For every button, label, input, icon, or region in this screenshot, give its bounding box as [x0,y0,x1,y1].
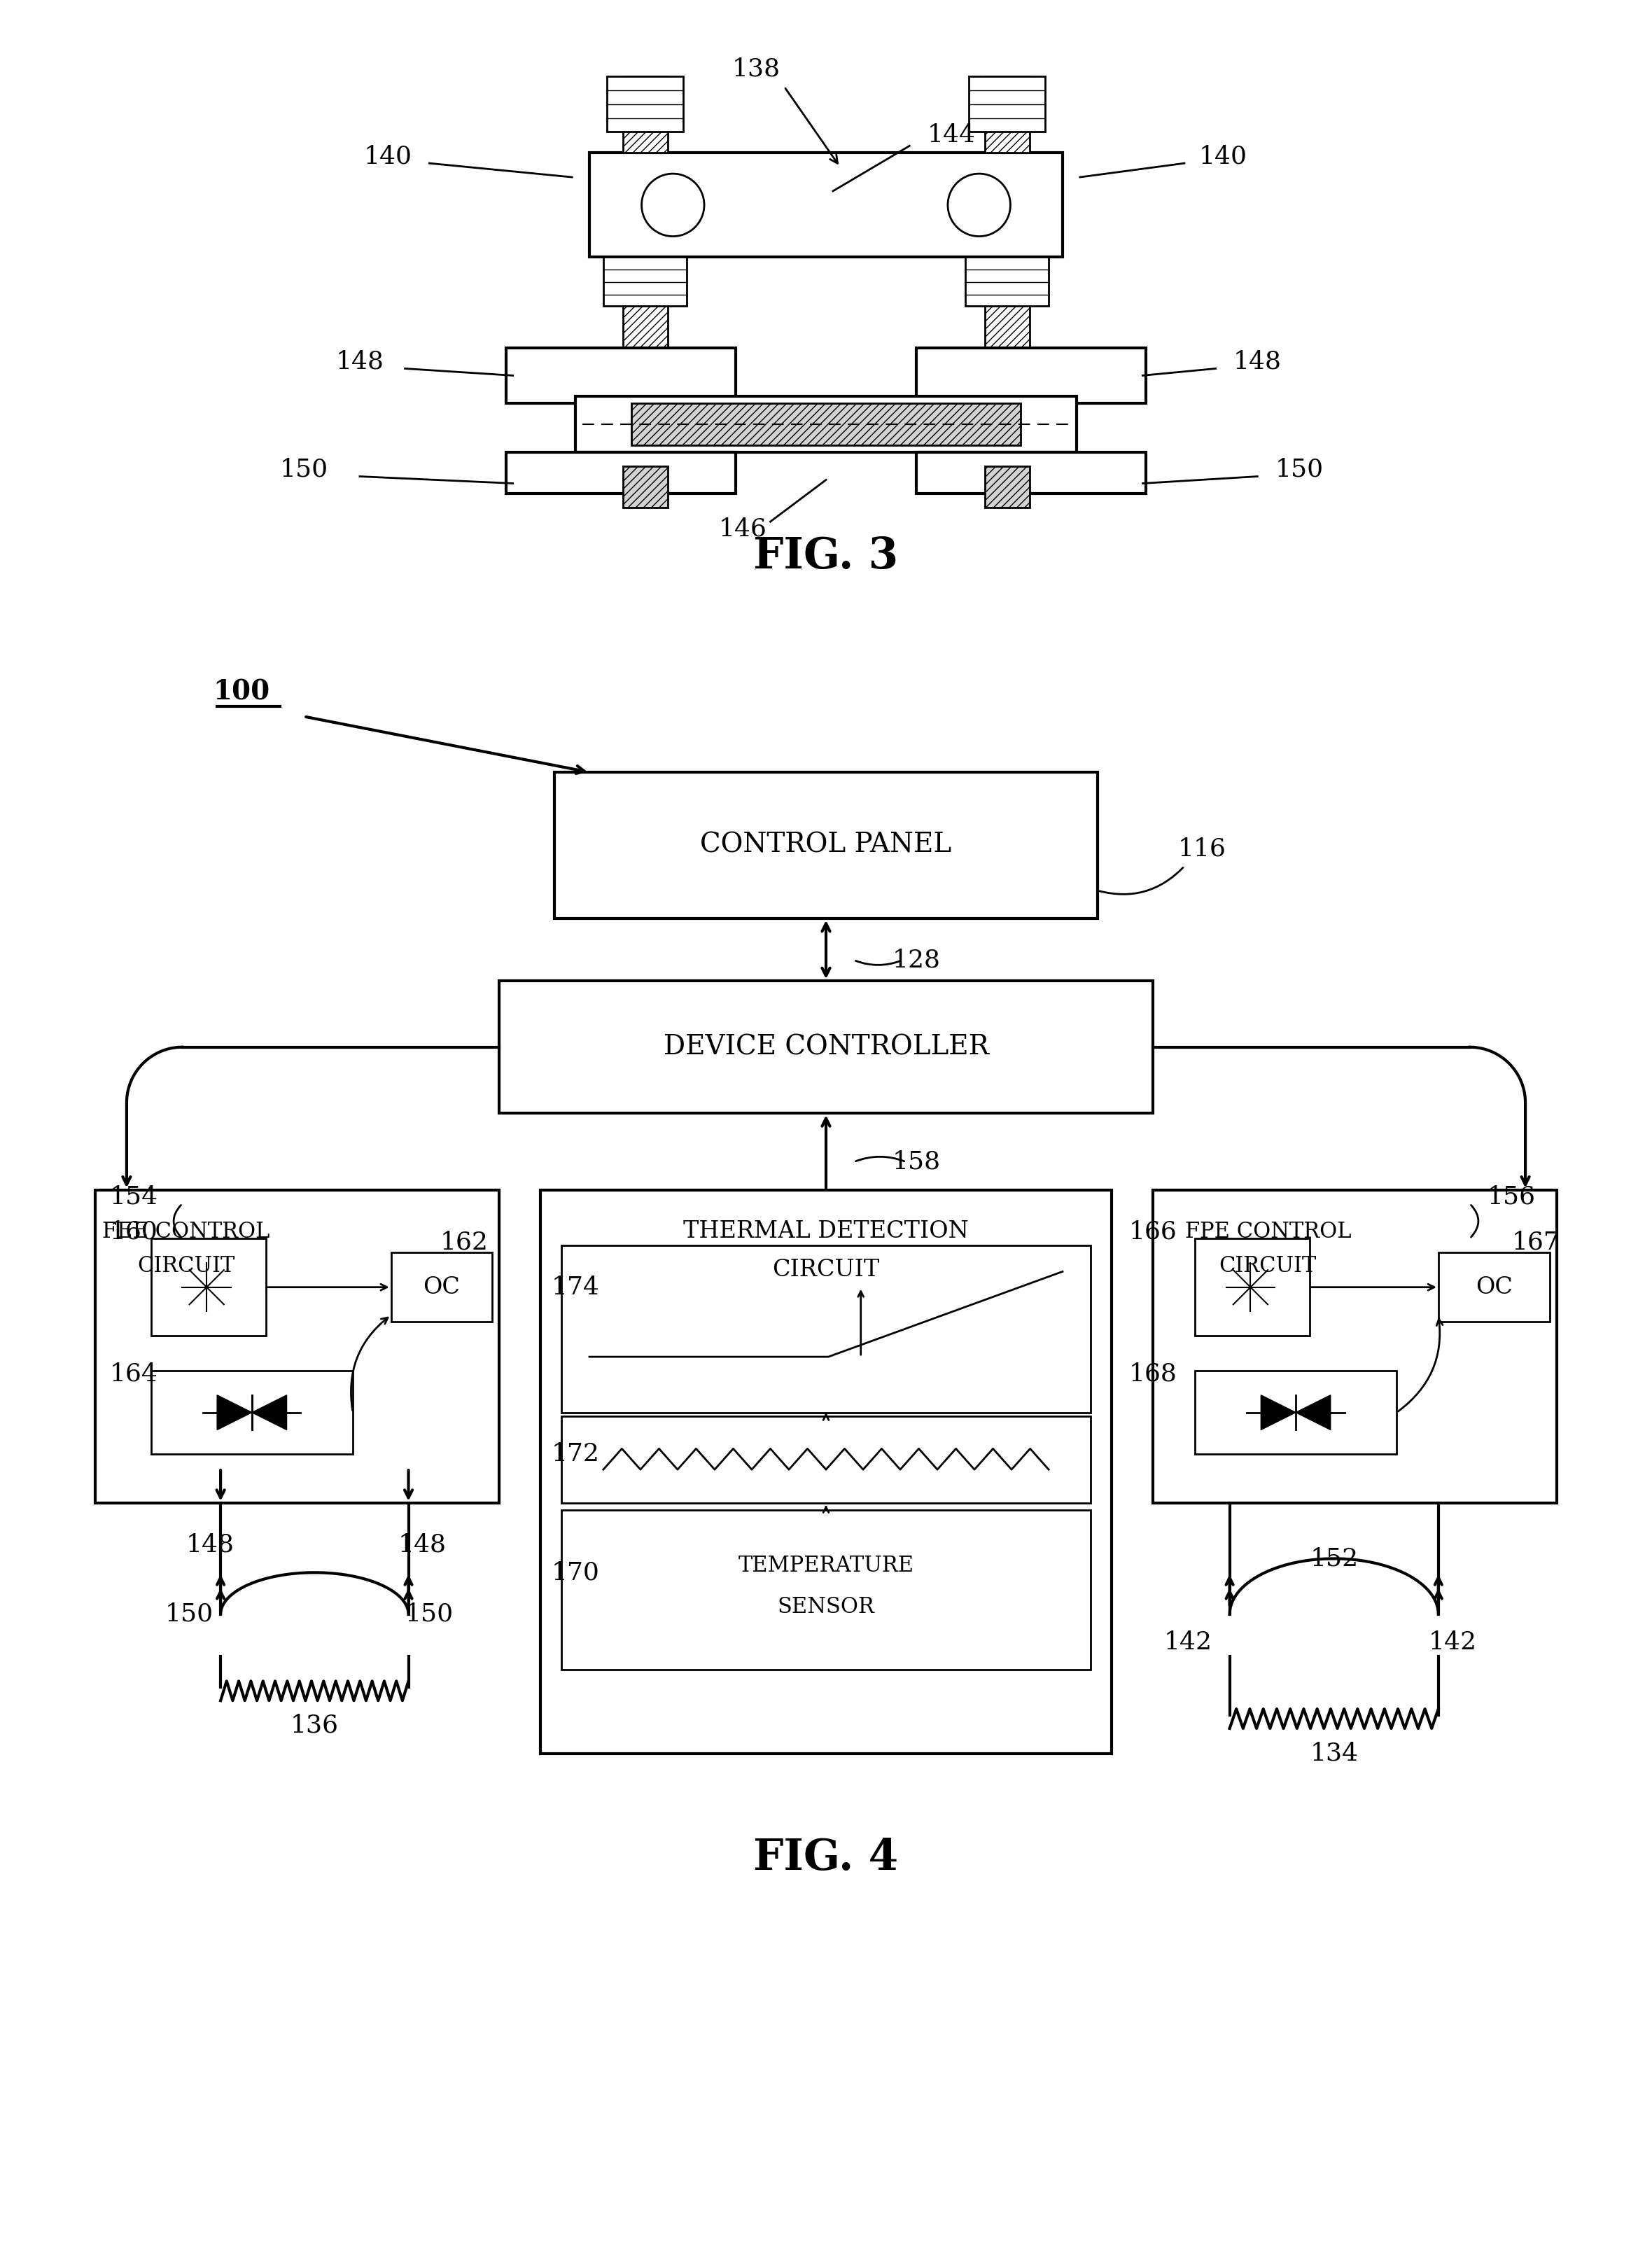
Text: 148: 148 [335,349,383,374]
Bar [623,466,667,507]
Text: 156: 156 [1487,1184,1536,1209]
Bar [623,258,667,369]
Text: 100: 100 [213,679,269,706]
Bar [965,258,1049,306]
Bar [562,1245,1090,1413]
Text: OC: OC [1475,1277,1513,1297]
Text: 142: 142 [1163,1630,1213,1655]
Text: 150: 150 [1275,457,1323,482]
Text: 128: 128 [892,949,940,971]
Bar [917,349,1146,403]
Text: CIRCUIT: CIRCUIT [1219,1257,1317,1277]
Text: 170: 170 [552,1560,600,1585]
Bar [623,77,667,152]
Text: 116: 116 [1178,838,1226,860]
Text: CIRCUIT: CIRCUIT [773,1259,879,1281]
Text: 134: 134 [1310,1741,1358,1766]
Circle shape [948,174,1011,235]
Text: 167: 167 [1512,1229,1559,1254]
Bar [1439,1252,1550,1322]
Bar [631,403,1021,446]
Text: 148: 148 [187,1533,235,1558]
Bar [506,453,735,494]
Bar [150,1238,266,1336]
Text: TEMPERATURE: TEMPERATURE [738,1555,914,1576]
Text: 150: 150 [165,1603,213,1626]
Bar [606,77,684,131]
Text: 140: 140 [363,145,411,168]
Text: 150: 150 [405,1603,454,1626]
Text: 154: 154 [109,1184,159,1209]
Text: 146: 146 [719,516,767,541]
Text: 174: 174 [552,1275,600,1300]
Text: 138: 138 [732,57,781,82]
Bar [590,152,1062,258]
Bar [562,1415,1090,1503]
Bar [540,1191,1112,1755]
Text: 172: 172 [552,1442,600,1467]
Bar [562,1510,1090,1671]
Polygon shape [251,1395,287,1431]
Text: CIRCUIT: CIRCUIT [137,1257,235,1277]
Text: FIG. 4: FIG. 4 [753,1836,899,1879]
Text: OC: OC [423,1277,459,1297]
Bar [150,1370,354,1453]
Text: 144: 144 [927,125,975,147]
Bar [392,1252,492,1322]
Bar [603,369,687,403]
Text: 166: 166 [1128,1220,1178,1243]
Polygon shape [216,1395,251,1431]
Polygon shape [1295,1395,1330,1431]
Bar [555,772,1097,919]
Bar [968,77,1046,131]
Bar [1194,1370,1396,1453]
Text: THERMAL DETECTION: THERMAL DETECTION [684,1220,968,1243]
Bar [575,396,1077,453]
Text: 148: 148 [398,1533,446,1558]
Bar [499,980,1153,1114]
Bar [985,77,1029,152]
Bar [985,258,1029,369]
Bar [965,369,1049,403]
Circle shape [641,174,704,235]
Text: FEE CONTROL: FEE CONTROL [102,1220,269,1243]
Bar [985,466,1029,507]
Circle shape [162,1243,251,1333]
Text: SENSOR: SENSOR [778,1596,874,1619]
Text: 142: 142 [1427,1630,1477,1655]
Text: 150: 150 [279,457,329,482]
Text: 164: 164 [109,1363,157,1386]
Bar [96,1191,499,1503]
Text: CONTROL PANEL: CONTROL PANEL [700,833,952,858]
Text: DEVICE CONTROLLER: DEVICE CONTROLLER [664,1035,988,1060]
Text: 162: 162 [439,1229,489,1254]
Bar [506,349,735,403]
Text: 160: 160 [109,1220,157,1243]
Circle shape [1206,1243,1295,1333]
Bar [603,258,687,306]
Polygon shape [1260,1395,1295,1431]
Bar [1194,1238,1310,1336]
Text: 148: 148 [1234,349,1282,374]
Text: FPE CONTROL: FPE CONTROL [1184,1220,1351,1243]
Text: 168: 168 [1128,1363,1178,1386]
Text: 152: 152 [1310,1546,1358,1571]
Text: 158: 158 [892,1150,940,1173]
Text: 136: 136 [291,1714,339,1736]
Bar [917,453,1146,494]
Text: FIG. 3: FIG. 3 [753,537,899,577]
Bar [1153,1191,1556,1503]
Text: 140: 140 [1198,145,1247,168]
